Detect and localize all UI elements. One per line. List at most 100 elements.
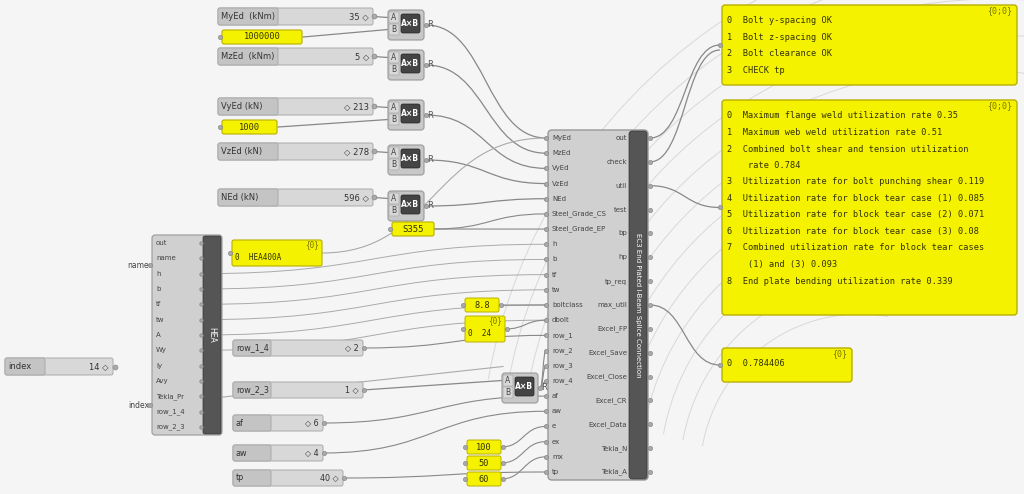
FancyBboxPatch shape <box>218 189 278 206</box>
Text: out: out <box>615 135 627 141</box>
FancyBboxPatch shape <box>389 205 399 216</box>
Text: Steel_Grade_CS: Steel_Grade_CS <box>552 210 607 217</box>
Text: 35 ◇: 35 ◇ <box>349 12 369 21</box>
FancyBboxPatch shape <box>218 8 373 25</box>
Text: row_1_4: row_1_4 <box>156 409 184 415</box>
Text: 596 ◇: 596 ◇ <box>344 193 369 202</box>
FancyBboxPatch shape <box>389 114 399 125</box>
Text: {0}: {0} <box>305 241 319 249</box>
Text: hp: hp <box>618 254 627 260</box>
FancyBboxPatch shape <box>218 98 278 115</box>
FancyBboxPatch shape <box>233 445 271 461</box>
FancyBboxPatch shape <box>401 195 420 214</box>
FancyBboxPatch shape <box>233 470 271 486</box>
Text: row_2_3: row_2_3 <box>236 385 269 395</box>
Text: tp_req: tp_req <box>605 278 627 285</box>
Text: 7  Combined utilization rate for block tear cases: 7 Combined utilization rate for block te… <box>727 244 984 252</box>
Text: A×B: A×B <box>401 109 419 118</box>
Text: EC3 End Plated I-Beam Splice Connection: EC3 End Plated I-Beam Splice Connection <box>635 233 641 377</box>
Text: A: A <box>391 148 396 157</box>
Text: A×B: A×B <box>401 19 419 28</box>
Text: 50: 50 <box>479 458 489 467</box>
FancyBboxPatch shape <box>465 316 505 342</box>
Text: ◇ 6: ◇ 6 <box>305 418 319 427</box>
Text: MyEd: MyEd <box>552 135 570 141</box>
Text: aw: aw <box>552 408 562 414</box>
FancyBboxPatch shape <box>722 348 852 382</box>
Text: {0}: {0} <box>831 349 847 359</box>
FancyBboxPatch shape <box>218 98 373 115</box>
Text: A×B: A×B <box>401 200 419 209</box>
Text: row_1_4: row_1_4 <box>236 343 268 353</box>
Text: max_util: max_util <box>597 302 627 308</box>
Text: 60: 60 <box>479 475 489 484</box>
FancyBboxPatch shape <box>218 48 373 65</box>
Text: ◇ 213: ◇ 213 <box>344 102 369 111</box>
Text: A: A <box>391 53 396 62</box>
FancyBboxPatch shape <box>233 382 271 398</box>
FancyBboxPatch shape <box>401 14 420 33</box>
FancyBboxPatch shape <box>503 387 513 398</box>
Text: tw: tw <box>156 317 165 323</box>
Text: A: A <box>506 376 511 385</box>
Text: R: R <box>541 383 547 393</box>
Text: index: index <box>8 362 32 371</box>
Text: tf: tf <box>156 301 161 307</box>
Text: 14 ◇: 14 ◇ <box>89 362 109 371</box>
Text: 1 ◇: 1 ◇ <box>345 385 359 395</box>
Text: 1  Maximum web weld utilization rate 0.51: 1 Maximum web weld utilization rate 0.51 <box>727 128 942 137</box>
Text: 3  CHECK tp: 3 CHECK tp <box>727 66 784 75</box>
FancyBboxPatch shape <box>233 445 323 461</box>
Text: h: h <box>156 271 161 277</box>
FancyBboxPatch shape <box>389 24 399 35</box>
FancyBboxPatch shape <box>152 235 222 435</box>
FancyBboxPatch shape <box>233 340 271 356</box>
FancyBboxPatch shape <box>401 149 420 168</box>
Text: Tekla_N: Tekla_N <box>601 445 627 452</box>
FancyBboxPatch shape <box>502 373 538 403</box>
Text: rate 0.784: rate 0.784 <box>727 161 801 170</box>
Text: R: R <box>427 202 433 210</box>
Text: tp: tp <box>552 469 559 475</box>
Text: 5  Utilization rate for block tear case (2) 0.071: 5 Utilization rate for block tear case (… <box>727 210 984 219</box>
Text: 0  Bolt y-spacing OK: 0 Bolt y-spacing OK <box>727 16 831 26</box>
Text: 2  Bolt clearance OK: 2 Bolt clearance OK <box>727 49 831 58</box>
Text: 5 ◇: 5 ◇ <box>354 52 369 61</box>
FancyBboxPatch shape <box>203 236 221 434</box>
FancyBboxPatch shape <box>392 222 434 236</box>
FancyBboxPatch shape <box>401 104 420 123</box>
FancyBboxPatch shape <box>465 298 499 312</box>
FancyBboxPatch shape <box>467 440 501 454</box>
Text: Wy: Wy <box>156 347 167 353</box>
Text: MzEd: MzEd <box>552 150 570 156</box>
Text: h: h <box>552 241 556 247</box>
Text: VyEd (kN): VyEd (kN) <box>221 102 262 111</box>
Text: S355: S355 <box>402 224 424 234</box>
Text: name: name <box>127 260 150 270</box>
Text: Steel_Grade_EP: Steel_Grade_EP <box>552 226 606 233</box>
FancyBboxPatch shape <box>401 54 420 73</box>
FancyBboxPatch shape <box>232 240 322 266</box>
Text: VzEd (kN): VzEd (kN) <box>221 147 262 156</box>
Text: ◇ 2: ◇ 2 <box>345 343 359 353</box>
Text: VzEd: VzEd <box>552 180 569 187</box>
FancyBboxPatch shape <box>389 147 399 158</box>
Text: (1) and (3) 0.093: (1) and (3) 0.093 <box>727 260 838 269</box>
Text: e: e <box>552 423 556 429</box>
Text: A×B: A×B <box>401 59 419 68</box>
Text: 1000000: 1000000 <box>244 33 281 41</box>
Text: A: A <box>391 103 396 112</box>
Text: name: name <box>156 255 176 261</box>
FancyBboxPatch shape <box>389 102 399 113</box>
Text: af: af <box>552 393 559 399</box>
Text: Iy: Iy <box>156 363 162 369</box>
Text: 1  Bolt z-spacing OK: 1 Bolt z-spacing OK <box>727 33 831 42</box>
FancyBboxPatch shape <box>222 30 302 44</box>
Text: Excel_Save: Excel_Save <box>588 349 627 356</box>
Text: row_2: row_2 <box>552 347 572 354</box>
Text: bp: bp <box>618 230 627 237</box>
Text: 3  Utilization rate for bolt punching shear 0.119: 3 Utilization rate for bolt punching she… <box>727 177 984 187</box>
Text: {0;0}: {0;0} <box>987 6 1012 15</box>
FancyBboxPatch shape <box>218 143 278 160</box>
Text: tw: tw <box>552 287 560 293</box>
